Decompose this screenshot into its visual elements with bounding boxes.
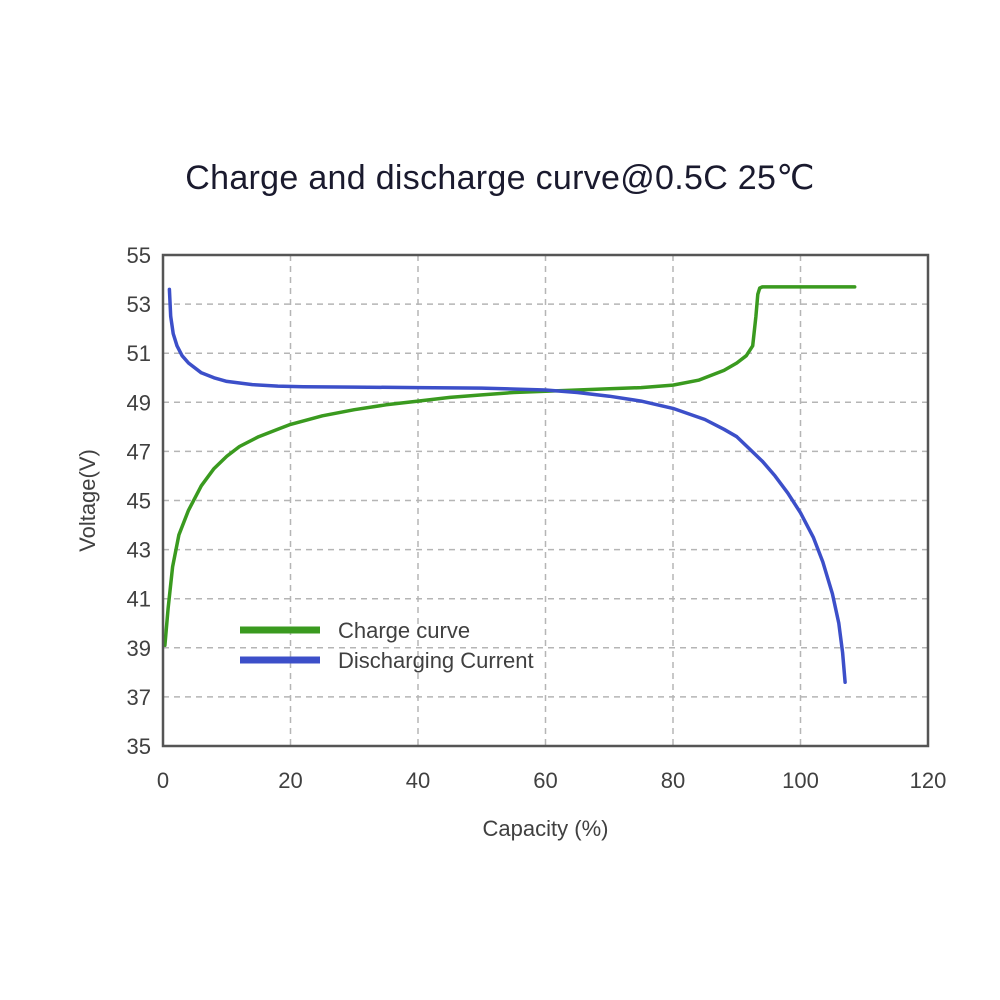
y-tick-label: 35: [127, 734, 151, 759]
x-tick-label: 100: [782, 768, 819, 793]
x-tick-label: 20: [278, 768, 302, 793]
x-tick-label: 0: [157, 768, 169, 793]
series-line-discharge: [167, 287, 847, 684]
series-layer: [163, 285, 857, 684]
y-tick-label: 51: [127, 341, 151, 366]
tick-labels: 0 20 40 60 80 100 120 35 37 39 41 43 45 47 49 51 53 55: [127, 243, 947, 793]
y-tick-label: 41: [127, 587, 151, 612]
x-tick-label: 60: [533, 768, 557, 793]
plot-frame: [161, 253, 930, 748]
legend: Charge curve Discharging Current: [240, 618, 534, 673]
x-tick-label: 40: [406, 768, 430, 793]
legend-label: Charge curve: [338, 618, 470, 643]
y-tick-label: 45: [127, 489, 151, 514]
y-axis-label: Voltage(V): [75, 449, 100, 552]
x-tick-label: 80: [661, 768, 685, 793]
x-axis-label: Capacity (%): [483, 816, 609, 841]
y-tick-label: 47: [127, 439, 151, 464]
y-tick-label: 37: [127, 685, 151, 710]
legend-label: Discharging Current: [338, 648, 534, 673]
y-tick-label: 39: [127, 636, 151, 661]
grid-lines: [163, 255, 928, 746]
y-tick-label: 49: [127, 390, 151, 415]
y-tick-label: 55: [127, 243, 151, 268]
chart-title: Charge and discharge curve@0.5C 25℃: [185, 159, 815, 197]
y-tick-label: 53: [127, 292, 151, 317]
series-line-charge: [163, 285, 857, 648]
x-tick-label: 120: [910, 768, 947, 793]
y-tick-label: 43: [127, 538, 151, 563]
